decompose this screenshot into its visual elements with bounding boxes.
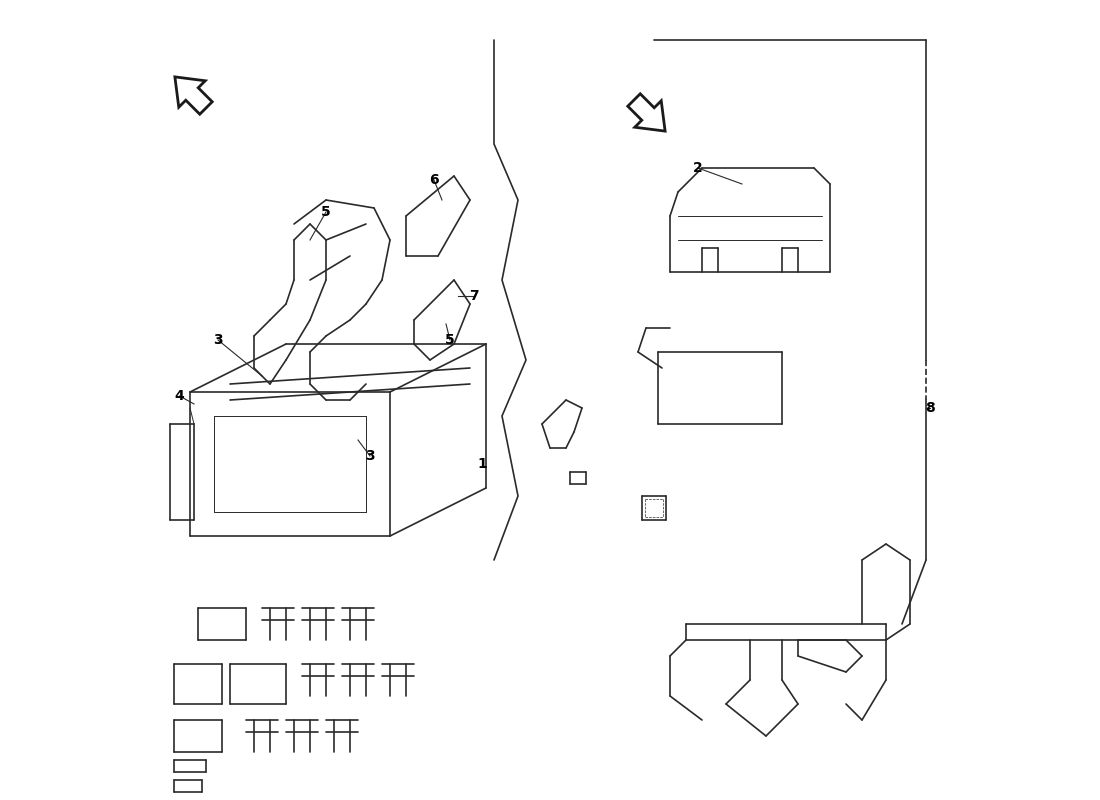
Text: 5: 5 <box>321 205 331 219</box>
Text: 2: 2 <box>693 161 703 175</box>
Text: 4: 4 <box>175 389 185 403</box>
Text: 8: 8 <box>925 401 935 415</box>
Text: 3: 3 <box>213 333 223 347</box>
Text: 5: 5 <box>446 333 455 347</box>
Text: 3: 3 <box>365 449 375 463</box>
Text: 1: 1 <box>477 457 487 471</box>
Text: 6: 6 <box>429 173 439 187</box>
Text: 7: 7 <box>470 289 478 303</box>
